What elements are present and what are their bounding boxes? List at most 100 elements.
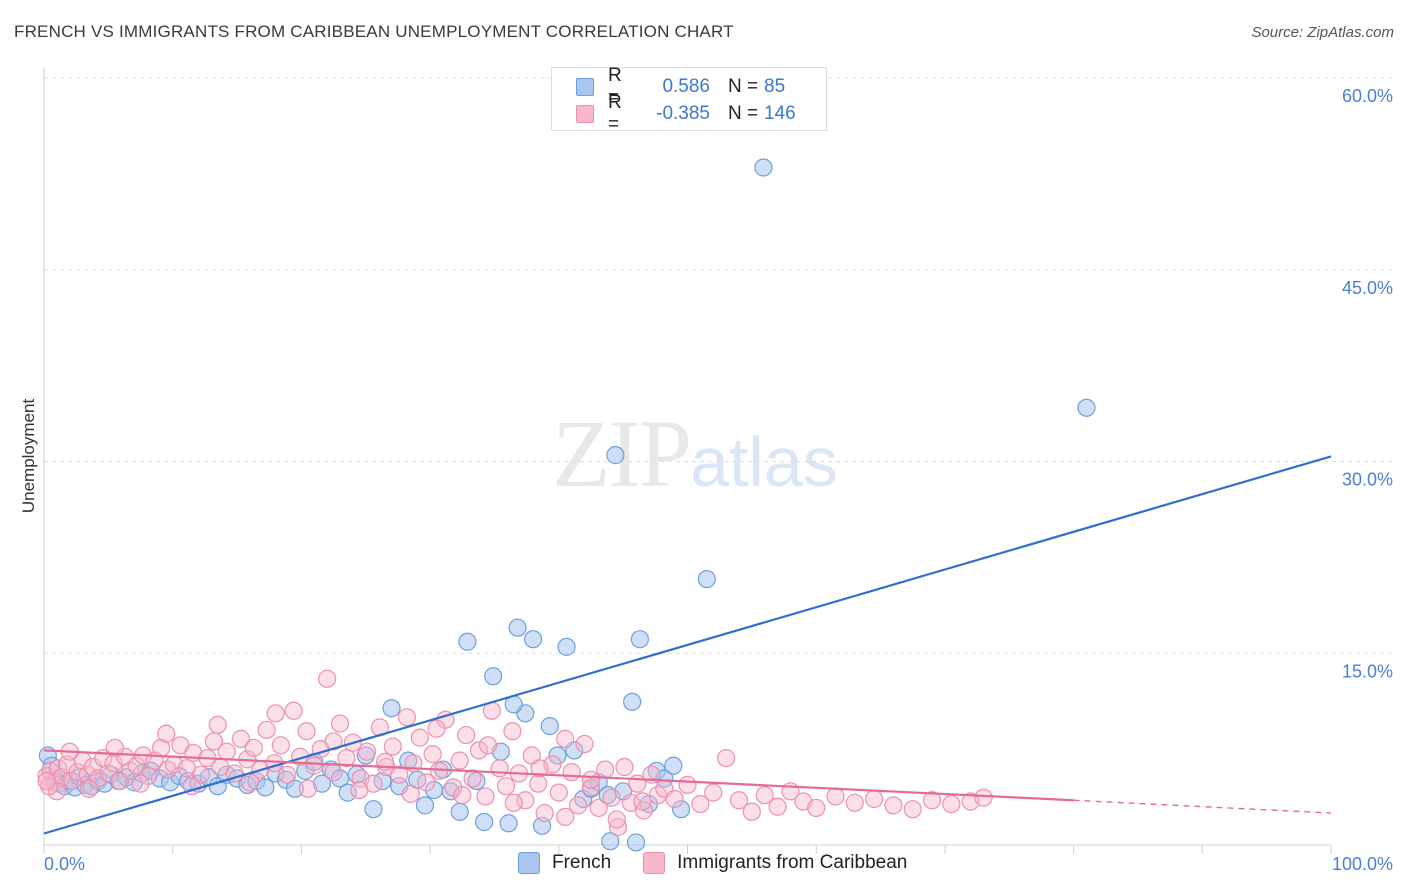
grid-lines: [44, 77, 1394, 654]
caribbean-point-59: [397, 708, 417, 727]
french-r-label: R =: [608, 65, 622, 108]
caribbean-point-135: [427, 719, 446, 738]
legend-row-french: R = 0.586 N = 85: [576, 65, 786, 108]
caribbean-point-83: [556, 729, 575, 748]
caribbean-n-value: 146: [764, 103, 796, 124]
french-point-79: [601, 832, 620, 851]
caribbean-point-123: [105, 738, 124, 757]
caribbean-point-142: [607, 810, 626, 829]
caribbean-point-102: [704, 783, 723, 802]
x-tick-label-max: 100.0%: [1332, 854, 1393, 874]
caribbean-point-111: [826, 787, 845, 806]
caribbean-point-101: [691, 794, 710, 814]
caribbean-point-70: [469, 741, 489, 760]
correlation-legend: R = 0.586 N = 85 R = -0.385 N = 146: [551, 65, 827, 135]
caribbean-n-label: N =: [728, 103, 759, 124]
caribbean-point-36: [244, 738, 263, 757]
caribbean-point-124: [131, 774, 150, 793]
source-label: Source: ZipAtlas.com: [1251, 24, 1394, 41]
caribbean-point-62: [417, 773, 436, 792]
caribbean-point-67: [450, 751, 469, 770]
french-point-73: [630, 630, 649, 649]
french-point-41: [364, 800, 383, 819]
caribbean-point-34: [231, 729, 251, 748]
french-point-29: [256, 778, 275, 797]
caribbean-point-132: [350, 780, 369, 800]
caribbean-point-82: [549, 783, 568, 802]
french-point-83: [697, 570, 716, 589]
caribbean-point-125: [157, 724, 176, 743]
caribbean-point-50: [337, 748, 356, 768]
caribbean-point-85: [569, 796, 588, 815]
y-axis-label: Unemployment: [19, 399, 38, 514]
caribbean-point-68: [457, 725, 476, 745]
french-point-38: [338, 783, 357, 802]
caribbean-point-20: [139, 766, 158, 786]
x-tick-label-min: 0.0%: [44, 854, 85, 874]
legend-item-french[interactable]: French: [518, 852, 611, 874]
caribbean-point-90: [602, 788, 621, 807]
caribbean-point-18: [127, 756, 146, 775]
french-point-60: [523, 630, 543, 649]
caribbean-point-42: [284, 701, 303, 720]
legend-item-caribbean[interactable]: Immigrants from Caribbean: [643, 852, 907, 874]
caribbean-point-11: [88, 769, 108, 788]
caribbean-point-69: [463, 769, 482, 788]
caribbean-trend-extension: [1073, 799, 1332, 814]
french-point-55: [484, 667, 503, 686]
caribbean-point-48: [324, 763, 343, 782]
y-tick-label-1: 30.0%: [1342, 470, 1393, 490]
caribbean-point-73: [490, 759, 509, 778]
french-point-35: [312, 774, 332, 793]
caribbean-point-87: [581, 778, 601, 797]
caribbean-point-32: [217, 742, 236, 761]
caribbean-point-131: [324, 732, 343, 751]
french-n-label: N =: [728, 76, 759, 97]
caribbean-point-106: [755, 786, 774, 805]
caribbean-legend-swatch: [643, 852, 666, 874]
caribbean-point-107: [768, 797, 787, 816]
caribbean-point-91: [608, 818, 628, 837]
french-point-62: [540, 717, 559, 736]
caribbean-r-label: R =: [608, 92, 622, 135]
caribbean-point-86: [575, 734, 594, 754]
caribbean-point-74: [496, 777, 516, 796]
caribbean-point-49: [330, 714, 350, 733]
caribbean-point-136: [453, 786, 472, 805]
french-swatch: [576, 78, 594, 96]
french-point-43: [382, 699, 401, 718]
caribbean-point-44: [297, 722, 316, 741]
caribbean-point-84: [562, 763, 581, 782]
axes: [43, 68, 1332, 854]
caribbean-point-71: [476, 787, 495, 806]
caribbean-swatch: [576, 105, 594, 123]
french-point-78: [671, 800, 691, 819]
caribbean-point-47: [318, 669, 337, 688]
french-legend-swatch: [518, 852, 540, 874]
french-point-82: [754, 158, 773, 177]
french-point-54: [475, 812, 494, 832]
caribbean-point-75: [503, 722, 522, 741]
caribbean-point-143: [633, 792, 652, 811]
caribbean-point-77: [516, 791, 535, 810]
caribbean-point-129: [266, 704, 285, 723]
french-r-value: 0.586: [662, 76, 710, 97]
caribbean-point-33: [225, 764, 244, 783]
caribbean-point-80: [535, 803, 554, 823]
caribbean-point-137: [478, 736, 498, 755]
caribbean-point-128: [240, 773, 260, 792]
caribbean-point-141: [581, 770, 601, 789]
caribbean-point-38: [257, 720, 276, 740]
french-point-32: [285, 779, 305, 798]
caribbean-point-99: [665, 789, 684, 809]
caribbean-point-45: [305, 756, 324, 775]
y-tick-label-2: 45.0%: [1342, 278, 1393, 298]
french-point-70: [606, 446, 625, 465]
french-point-72: [623, 692, 642, 711]
caribbean-point-113: [865, 789, 884, 809]
caribbean-point-6: [63, 771, 82, 791]
caribbean-point-53: [357, 742, 377, 761]
french-point-81: [626, 833, 646, 852]
y-tick-label-0: 15.0%: [1342, 661, 1393, 681]
french-n-value: 85: [764, 76, 786, 97]
